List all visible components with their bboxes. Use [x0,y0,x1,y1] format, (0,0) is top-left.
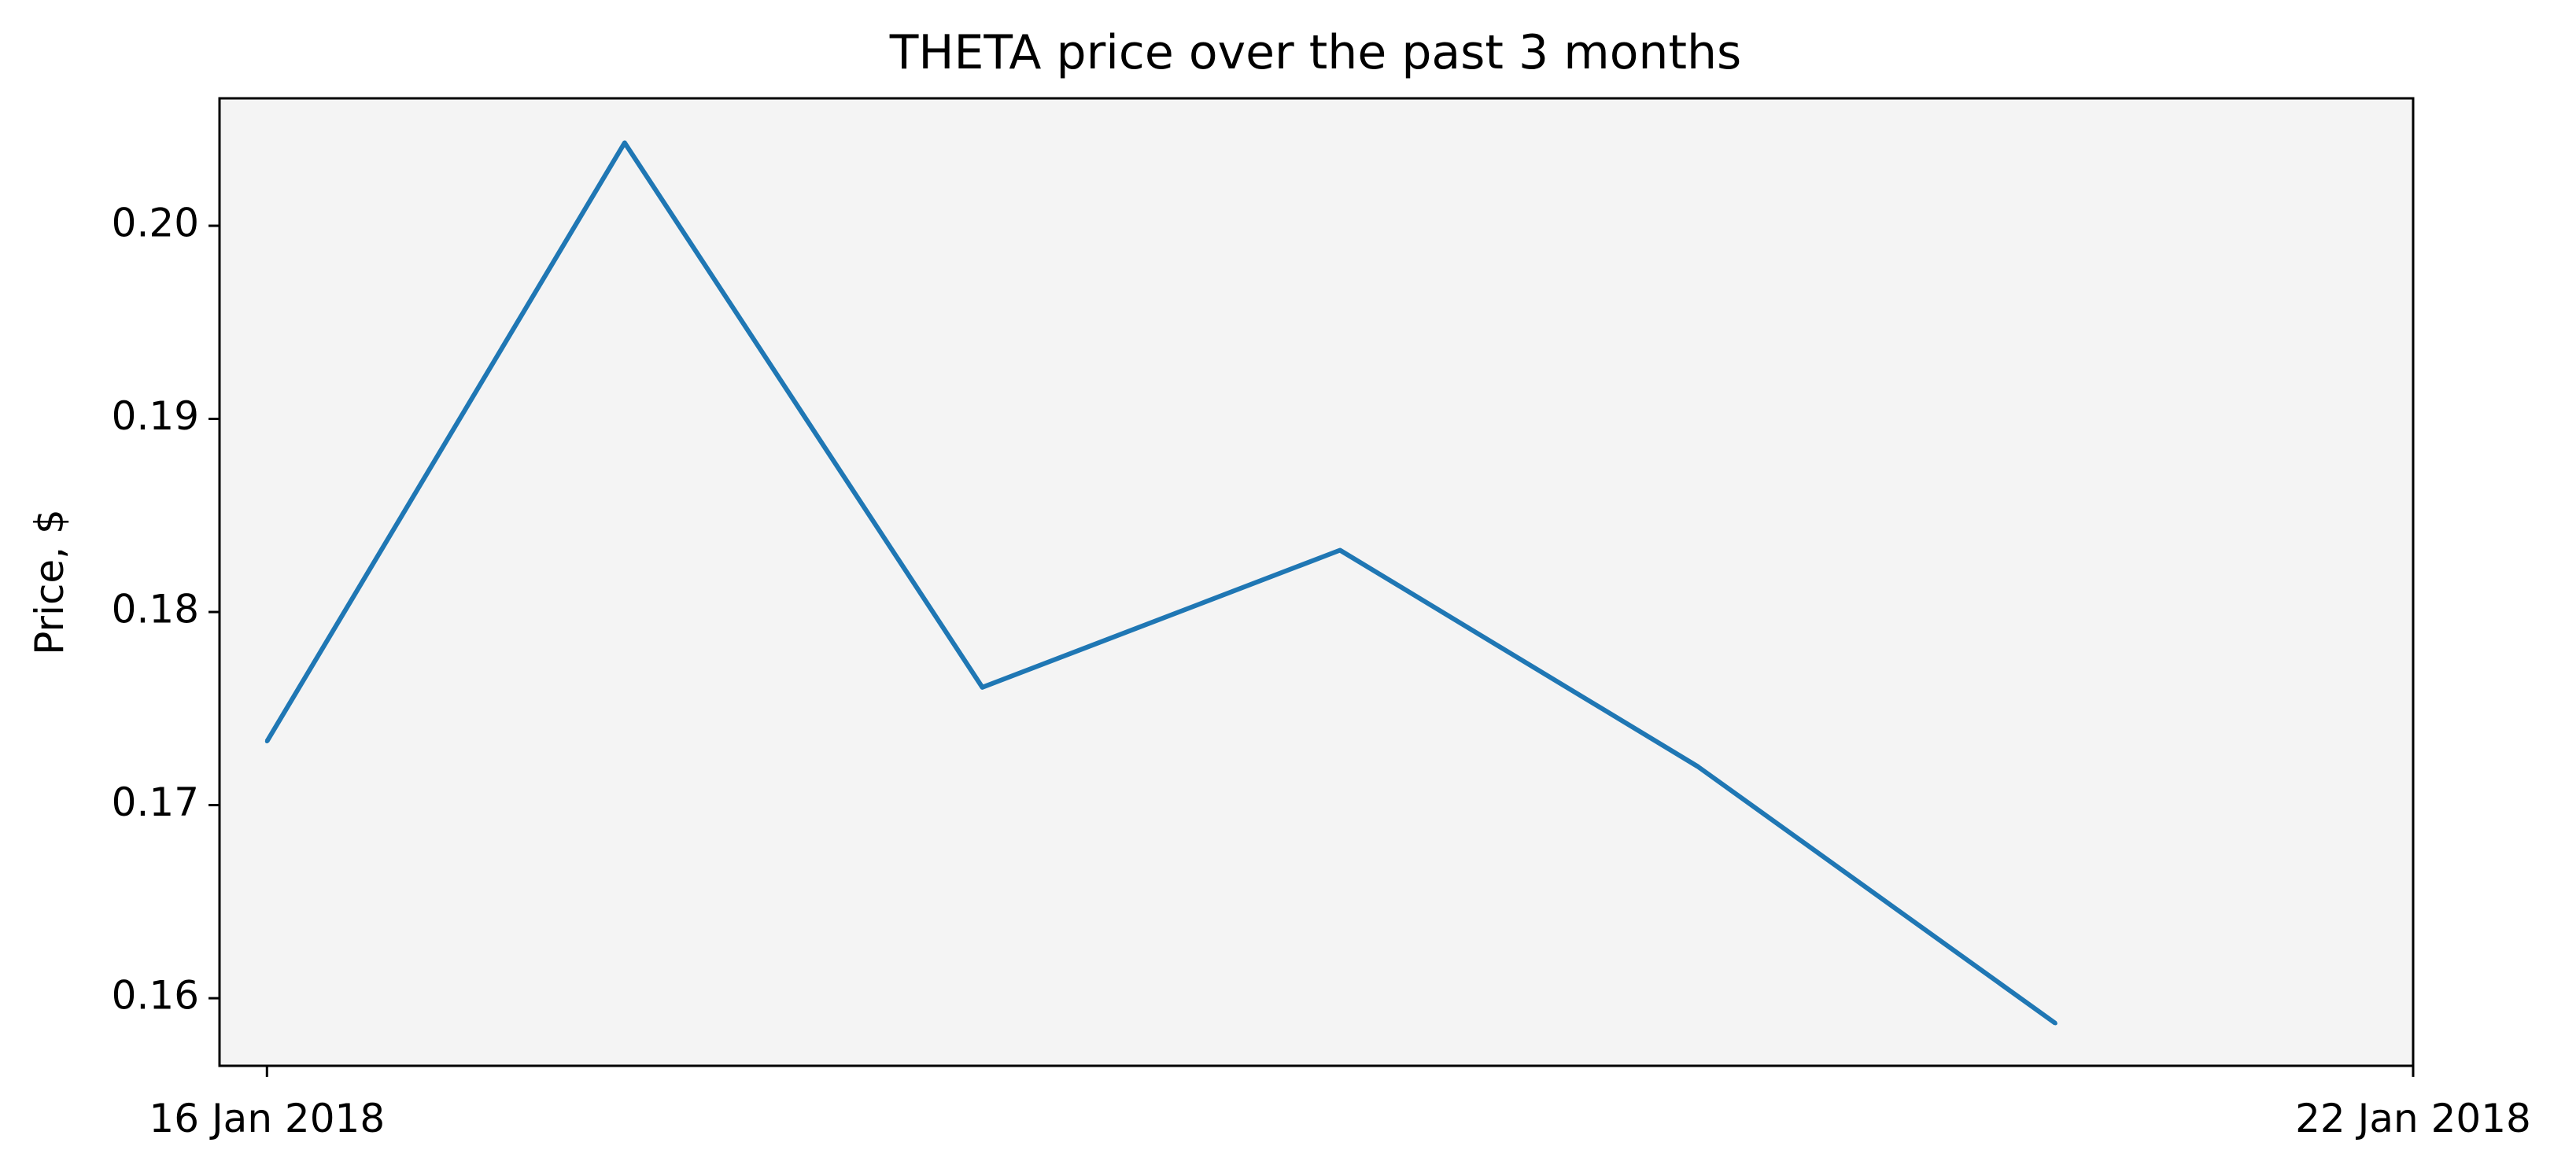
y-tick-label: 0.16 [112,973,199,1019]
series-points [264,140,2057,1026]
data-point [1696,764,1700,768]
y-tick-label: 0.19 [112,393,199,439]
chart-title: THETA price over the past 3 months [889,25,1742,80]
data-point [2053,1021,2057,1026]
y-tick-label: 0.20 [112,201,199,246]
x-tick-label: 22 Jan 2018 [2295,1096,2531,1141]
x-tick-label: 16 Jan 2018 [149,1096,385,1141]
data-point [1338,547,1342,552]
series-line [264,140,2057,1026]
plot-area [220,98,2413,1066]
data-point [980,685,985,690]
plot-frame [218,97,2415,1067]
data-point [622,140,627,145]
y-axis-ticks: 0.16 0.17 0.18 0.19 0.20 [112,201,220,1019]
data-point [264,739,269,744]
y-tick-label: 0.17 [112,779,199,825]
x-axis-ticks: 16 Jan 2018 22 Jan 2018 [149,1066,2531,1141]
y-tick-label: 0.18 [112,587,199,632]
y-axis-label: Price, $ [27,509,72,655]
